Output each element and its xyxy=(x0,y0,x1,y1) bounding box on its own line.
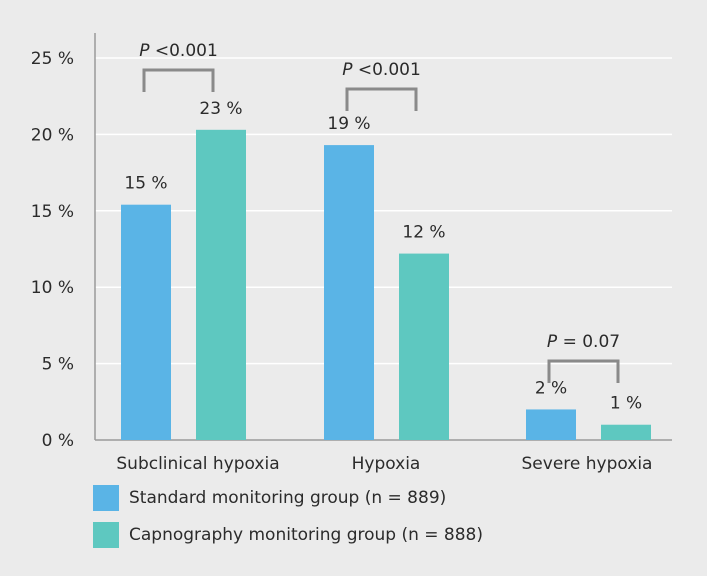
bar-standard xyxy=(121,204,171,440)
bar-capnography xyxy=(196,129,246,441)
data-label: 12 % xyxy=(402,223,445,243)
y-tick-label: 0 % xyxy=(42,431,74,451)
data-label: 19 % xyxy=(327,114,370,134)
significance-bracket xyxy=(142,68,215,92)
y-tick-label: 25 % xyxy=(31,49,74,69)
bar-standard xyxy=(526,409,576,440)
p-value-label: P <0.001 xyxy=(342,60,421,80)
significance-bracket xyxy=(547,359,620,383)
legend: Standard monitoring group (n = 889) Capn… xyxy=(93,485,483,559)
legend-label-capnography: Capnography monitoring group (n = 888) xyxy=(129,525,484,545)
x-category-label: Subclinical hypoxia xyxy=(116,454,279,474)
data-label: 1 % xyxy=(610,394,642,414)
data-label: 23 % xyxy=(199,99,242,119)
legend-item-standard: Standard monitoring group (n = 889) xyxy=(93,485,483,511)
legend-item-capnography: Capnography monitoring group (n = 888) xyxy=(93,522,483,548)
data-label: 2 % xyxy=(535,378,567,398)
bar-capnography xyxy=(399,253,449,440)
bar-capnography xyxy=(601,424,651,440)
legend-label-standard: Standard monitoring group (n = 889) xyxy=(129,488,447,508)
p-value-label: P = 0.07 xyxy=(547,332,620,352)
bar-standard xyxy=(324,145,374,440)
y-tick-label: 10 % xyxy=(31,278,74,298)
significance-bracket xyxy=(345,87,418,111)
x-category-label: Hypoxia xyxy=(352,454,421,474)
legend-swatch-capnography xyxy=(93,522,119,548)
y-tick-label: 20 % xyxy=(31,125,74,145)
data-label: 15 % xyxy=(124,174,167,194)
p-value-label: P <0.001 xyxy=(139,41,218,61)
legend-swatch-standard xyxy=(93,485,119,511)
y-tick-label: 15 % xyxy=(31,202,74,222)
x-category-label: Severe hypoxia xyxy=(522,454,653,474)
y-tick-label: 5 % xyxy=(42,355,74,375)
